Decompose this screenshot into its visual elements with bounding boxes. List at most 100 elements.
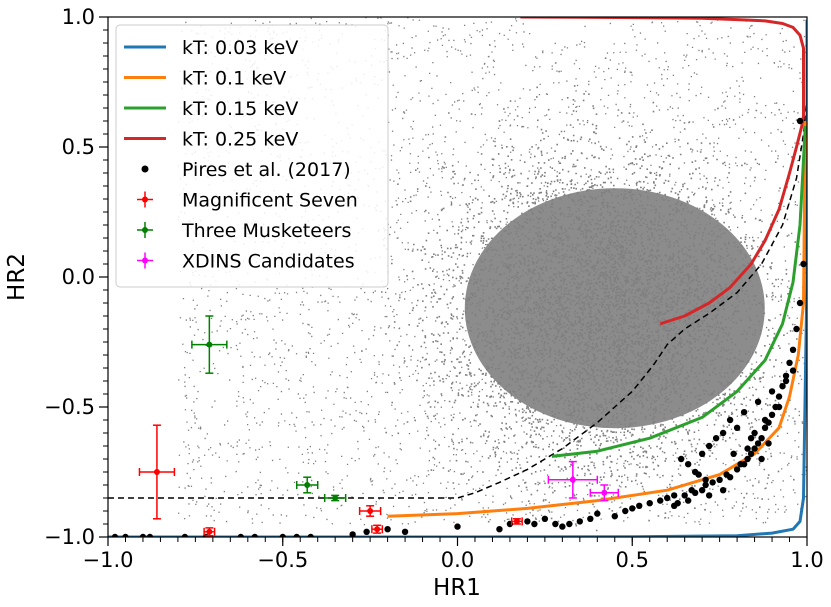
- legend: kT: 0.03 keV kT: 0.1 keV kT: 0.15 keV kT: 0…: [115, 24, 389, 288]
- musketeer-point-marker: [206, 341, 213, 348]
- pires-point: [730, 450, 737, 457]
- pires-point: [146, 533, 154, 537]
- pires-point: [709, 479, 716, 486]
- legend-entry: kT: 0.25 keV: [124, 129, 298, 151]
- pires-point: [688, 487, 695, 494]
- mag7-point-marker: [153, 469, 160, 475]
- pires-point: [594, 510, 601, 517]
- pires-point: [698, 450, 706, 457]
- pires-point: [657, 497, 664, 504]
- legend-label: XDINS Candidates: [182, 251, 355, 273]
- pires-point: [768, 388, 776, 395]
- pires-point: [139, 533, 147, 537]
- pires-point: [789, 367, 797, 374]
- xdins-point: [589, 484, 620, 502]
- pires-point: [384, 526, 391, 533]
- xdins-point: [547, 460, 599, 499]
- pires-point: [733, 424, 741, 431]
- pires-point: [307, 533, 314, 537]
- musketeer-point: [295, 476, 319, 494]
- mag7-point-marker: [367, 508, 374, 514]
- pires-point: [664, 494, 671, 502]
- errorbar-groups: [138, 315, 620, 537]
- legend-label: kT: 0.25 keV: [182, 129, 298, 151]
- pires-point: [775, 393, 783, 400]
- pires-point: [716, 476, 723, 483]
- pires-point: [733, 466, 741, 473]
- curve-1: [387, 120, 807, 518]
- pires-point: [293, 533, 300, 537]
- pires-points: [111, 117, 807, 537]
- pires-point: [401, 528, 409, 535]
- pires-point: [559, 523, 566, 530]
- pires-point: [576, 518, 584, 525]
- pires-point: [552, 520, 559, 528]
- mag7-point: [371, 524, 384, 534]
- pires-point: [796, 117, 804, 125]
- pires-point: [765, 440, 772, 447]
- pires-point: [531, 520, 538, 528]
- background-source-cloud: [177, 17, 807, 532]
- curve-3: [520, 17, 806, 326]
- pires-point: [122, 533, 129, 537]
- legend-entry: Pires et al. (2017): [141, 159, 351, 181]
- pires-point: [629, 505, 636, 512]
- mag7-point-marker: [374, 526, 381, 533]
- y-tick-label: −1.0: [44, 525, 95, 549]
- cloud-core: [464, 188, 765, 429]
- pires-point: [740, 409, 748, 416]
- pires-point: [181, 533, 189, 537]
- legend-errorbar-marker: [142, 227, 148, 233]
- pires-point: [793, 325, 800, 333]
- pires-point: [279, 533, 286, 537]
- y-axis-label: HR2: [4, 253, 30, 301]
- pires-point: [744, 445, 751, 452]
- pires-point: [670, 492, 678, 499]
- pires-point: [786, 359, 793, 366]
- legend-label: Three Musketeers: [181, 220, 351, 242]
- musketeer-point-marker: [304, 482, 311, 488]
- pires-point: [800, 260, 807, 268]
- pires-point: [719, 487, 727, 494]
- y-tick-label: −0.5: [44, 395, 95, 419]
- pires-point: [719, 429, 727, 437]
- pires-point: [670, 502, 678, 509]
- pires-point: [768, 411, 776, 418]
- legend-label: kT: 0.03 keV: [182, 37, 298, 59]
- x-tick-label: −0.5: [257, 548, 308, 572]
- y-tick-label: 0.0: [62, 265, 95, 289]
- pires-point: [677, 455, 685, 463]
- pires-point: [524, 518, 531, 525]
- pires-point: [566, 520, 573, 528]
- legend-entry: Three Musketeers: [137, 220, 351, 242]
- legend-label: Pires et al. (2017): [182, 159, 351, 181]
- xdins-point-marker: [601, 489, 608, 496]
- musketeer-point-marker: [332, 495, 339, 501]
- curve-2: [551, 126, 807, 458]
- pires-point: [636, 502, 643, 509]
- mag7-point: [203, 527, 216, 537]
- pires-point: [684, 461, 692, 468]
- pires-point: [496, 526, 503, 533]
- legend-label: Magnificent Seven: [182, 190, 358, 212]
- pires-point: [726, 474, 734, 481]
- pires-point: [761, 416, 769, 424]
- pires-point: [775, 403, 783, 411]
- pires-point: [702, 476, 709, 483]
- xdins-point-marker: [569, 476, 576, 483]
- pires-point: [751, 445, 758, 452]
- mag7-point-marker: [206, 528, 213, 535]
- y-tick-label: 0.5: [62, 135, 95, 159]
- pires-point: [111, 533, 119, 537]
- x-tick-label: 0.5: [616, 548, 649, 572]
- pires-point: [761, 424, 769, 431]
- legend-entry: Magnificent Seven: [137, 190, 358, 212]
- mag7-point: [510, 517, 523, 526]
- pires-point: [737, 461, 744, 468]
- pires-point: [747, 435, 755, 442]
- pires-point: [779, 383, 786, 390]
- pires-point: [754, 398, 762, 405]
- pires-point: [754, 440, 762, 447]
- x-axis-ticks: −1.0 −0.5 0.0 0.5 1.0: [83, 537, 824, 572]
- pires-point: [698, 487, 706, 494]
